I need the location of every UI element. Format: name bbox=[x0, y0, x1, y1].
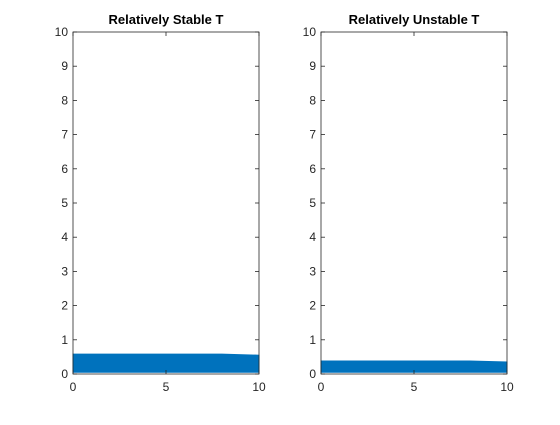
subplot-relatively-unstable: 0 1 2 3 4 5 6 7 8 9 10 0 5 10 Relatively Unstable T bbox=[303, 12, 514, 394]
y-tick-label: 3 bbox=[309, 264, 316, 278]
y-tick-label: 2 bbox=[61, 299, 68, 313]
y-tick-label: 2 bbox=[309, 299, 316, 313]
y-tick-label: 0 bbox=[61, 367, 68, 381]
x-tick-label: 10 bbox=[500, 380, 514, 394]
y-tick-label: 7 bbox=[61, 128, 68, 142]
y-tick-label: 6 bbox=[309, 162, 316, 176]
y-tick-label: 8 bbox=[309, 93, 316, 107]
plot-area bbox=[73, 32, 259, 374]
x-tick-label: 0 bbox=[318, 380, 325, 394]
subplot-relatively-stable: 0 1 2 3 4 5 6 7 8 9 10 0 5 10 Relatively Stable T bbox=[55, 12, 266, 394]
plot-area bbox=[321, 32, 507, 374]
y-tick-label: 10 bbox=[55, 25, 69, 39]
y-tick-label: 0 bbox=[309, 367, 316, 381]
y-tick-label: 9 bbox=[309, 59, 316, 73]
y-tick-label: 4 bbox=[61, 230, 68, 244]
x-tick-label: 0 bbox=[70, 380, 77, 394]
chart-title: Relatively Unstable T bbox=[349, 12, 480, 27]
y-tick-label: 6 bbox=[61, 162, 68, 176]
y-tick-label: 8 bbox=[61, 93, 68, 107]
y-tick-label: 5 bbox=[309, 196, 316, 210]
x-tick-label: 10 bbox=[252, 380, 266, 394]
x-tick-label: 5 bbox=[411, 380, 418, 394]
y-tick-label: 1 bbox=[61, 333, 68, 347]
y-tick-label: 10 bbox=[303, 25, 317, 39]
y-tick-label: 3 bbox=[61, 264, 68, 278]
y-tick-label: 9 bbox=[61, 59, 68, 73]
data-area-series-1 bbox=[72, 353, 260, 373]
y-tick-label: 4 bbox=[309, 230, 316, 244]
y-tick-label: 5 bbox=[61, 196, 68, 210]
x-tick-label: 5 bbox=[163, 380, 170, 394]
y-tick-label: 1 bbox=[309, 333, 316, 347]
chart-title: Relatively Stable T bbox=[109, 12, 224, 27]
y-tick-label: 7 bbox=[309, 128, 316, 142]
